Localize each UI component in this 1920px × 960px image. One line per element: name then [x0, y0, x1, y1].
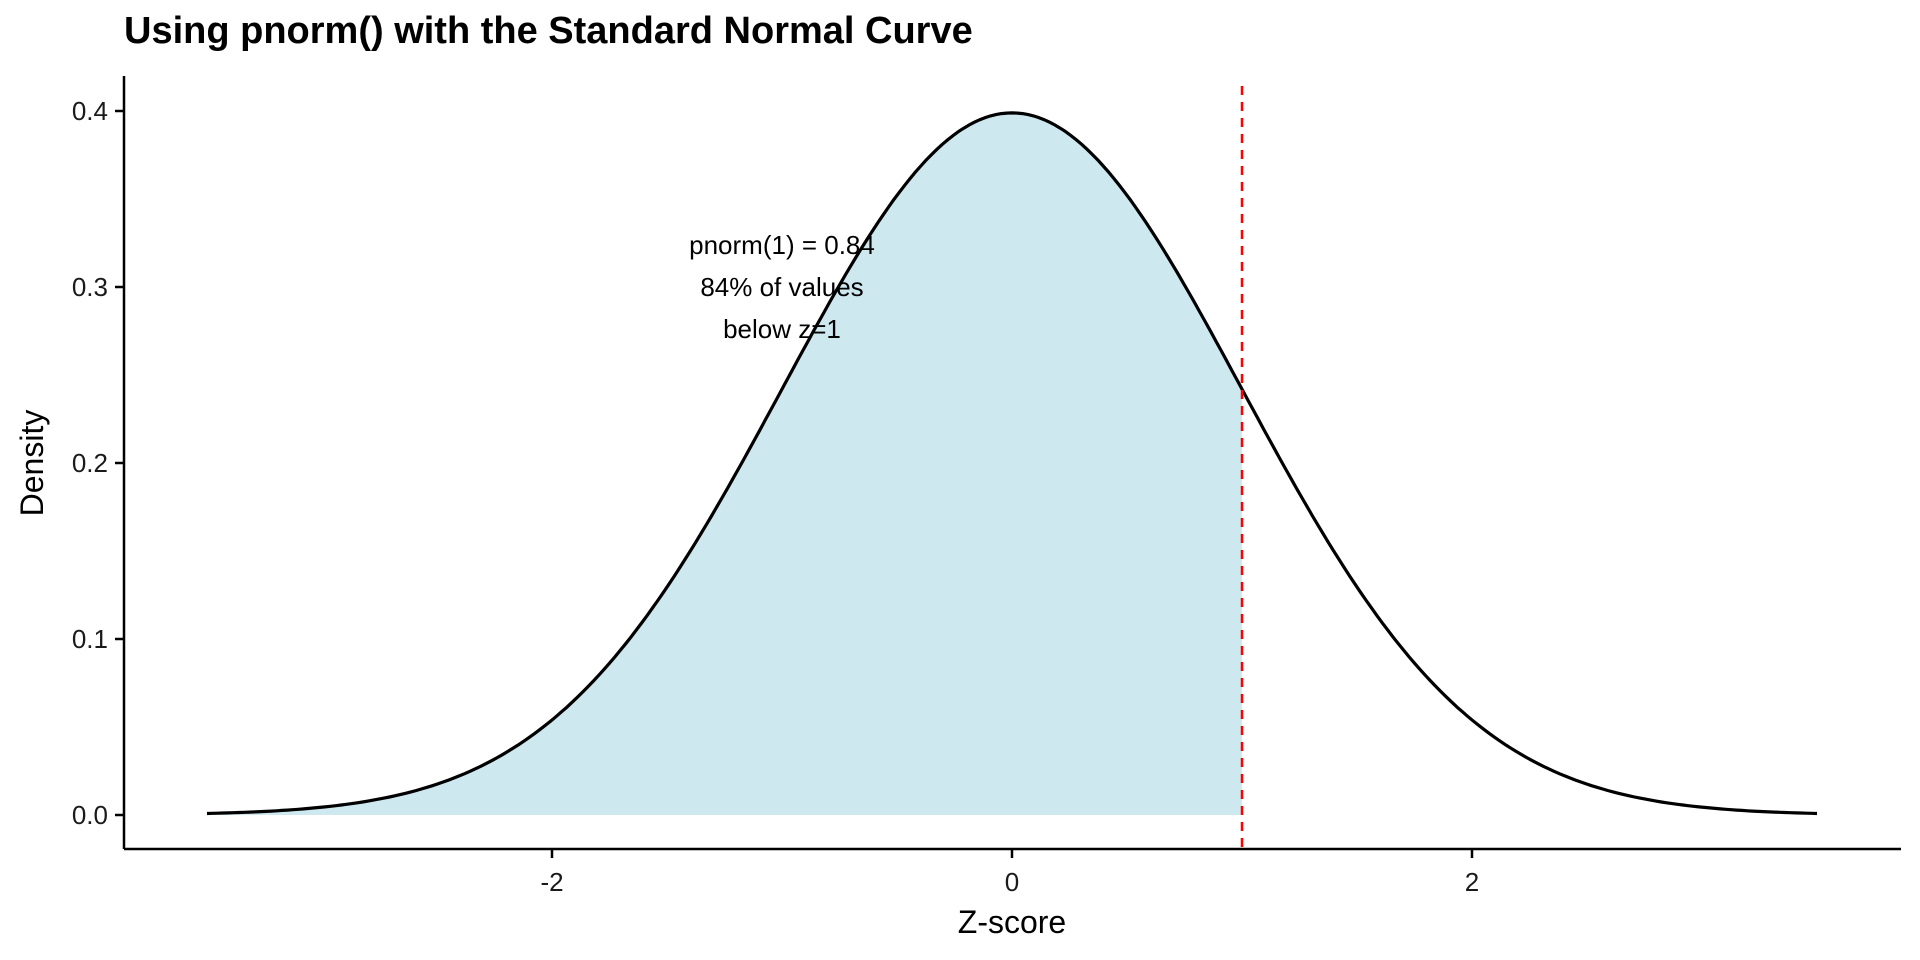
x-axis-title: Z-score	[958, 904, 1066, 940]
shaded-area	[207, 112, 1242, 815]
annotation: pnorm(1) = 0.84 84% of values below z=1	[689, 230, 875, 344]
x-tick-label: 2	[1465, 867, 1479, 897]
y-tick-label: 0.1	[72, 624, 108, 654]
annotation-line: pnorm(1) = 0.84	[689, 230, 875, 260]
y-tick-label: 0.0	[72, 800, 108, 830]
y-tick-label: 0.2	[72, 448, 108, 478]
shaded-area-layer	[206, 111, 1243, 815]
y-tick-label: 0.4	[72, 96, 108, 126]
annotation-line: below z=1	[723, 314, 841, 344]
y-axis-title: Density	[14, 410, 50, 517]
density-curve	[206, 111, 1818, 816]
density-curve-layer	[206, 111, 1818, 816]
y-ticks: 0.0 0.1 0.2 0.3 0.4	[72, 96, 124, 830]
x-tick-label: -2	[540, 867, 563, 897]
y-tick-label: 0.3	[72, 272, 108, 302]
x-ticks: -2 0 2	[540, 849, 1479, 897]
chart-title: Using pnorm() with the Standard Normal C…	[124, 10, 973, 52]
annotation-line: 84% of values	[700, 272, 863, 302]
x-tick-label: 0	[1005, 867, 1019, 897]
